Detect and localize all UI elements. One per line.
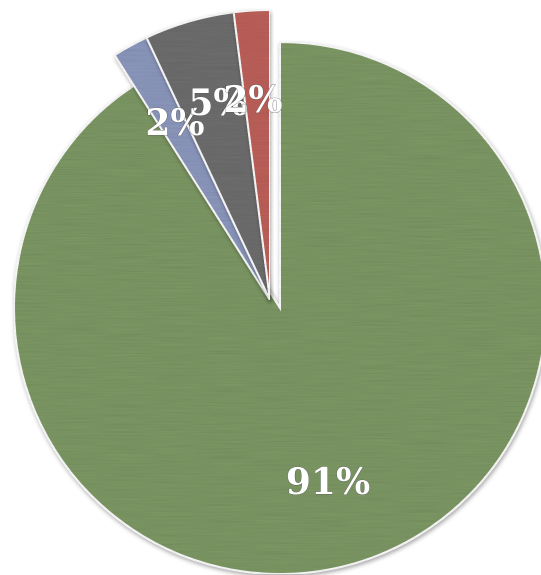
slice-label-3: 2% [223,79,282,121]
slice-label-1: 2% [145,102,204,144]
slice-label-2: 5% [188,82,247,124]
pie-slice-0 [13,40,541,575]
pie-slice-group-0 [13,40,541,575]
pie-labels: 91% 2% 5% 2% [145,79,370,504]
pie-slice-3 [232,8,271,301]
pie-slices [13,8,541,575]
pie-slice-group-3 [232,8,271,301]
slice-label-0: 91% [286,461,370,503]
